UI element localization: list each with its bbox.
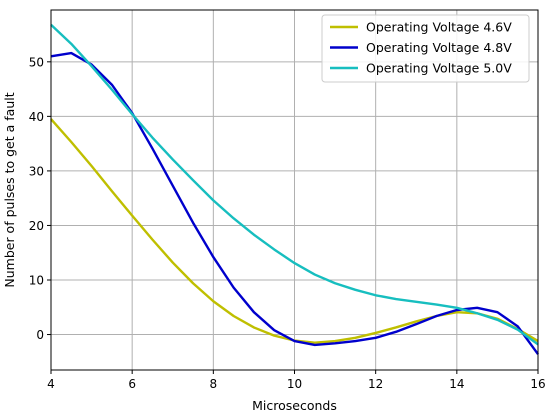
legend-box <box>321 14 530 83</box>
axis-ticks: 4 6 8 10 12 14 16 0 10 20 30 40 50 <box>29 55 546 391</box>
x-tick-label: 10 <box>287 377 302 391</box>
legend-label: Operating Voltage 5.0V <box>366 61 512 76</box>
legend-label: Operating Voltage 4.6V <box>366 20 512 35</box>
y-tick-label: 20 <box>29 219 44 233</box>
x-axis-label: Microseconds <box>252 398 337 413</box>
x-tick-label: 12 <box>368 377 383 391</box>
y-tick-label: 30 <box>29 164 44 178</box>
legend: Operating Voltage 4.6V Operating Voltage … <box>321 14 530 83</box>
x-tick-label: 14 <box>449 377 464 391</box>
series-lines <box>50 23 539 355</box>
x-tick-label: 6 <box>128 377 136 391</box>
x-tick-label: 4 <box>47 377 55 391</box>
y-tick-label: 50 <box>29 55 44 69</box>
y-tick-label: 40 <box>29 110 44 124</box>
y-tick-label: 0 <box>36 328 44 342</box>
y-tick-label: 10 <box>29 274 44 288</box>
y-axis-label: Number of pulses to get a fault <box>2 92 17 287</box>
x-tick-label: 8 <box>210 377 218 391</box>
series-line-3 <box>50 23 539 346</box>
x-tick-label: 16 <box>530 377 545 391</box>
legend-label: Operating Voltage 4.8V <box>366 40 512 55</box>
